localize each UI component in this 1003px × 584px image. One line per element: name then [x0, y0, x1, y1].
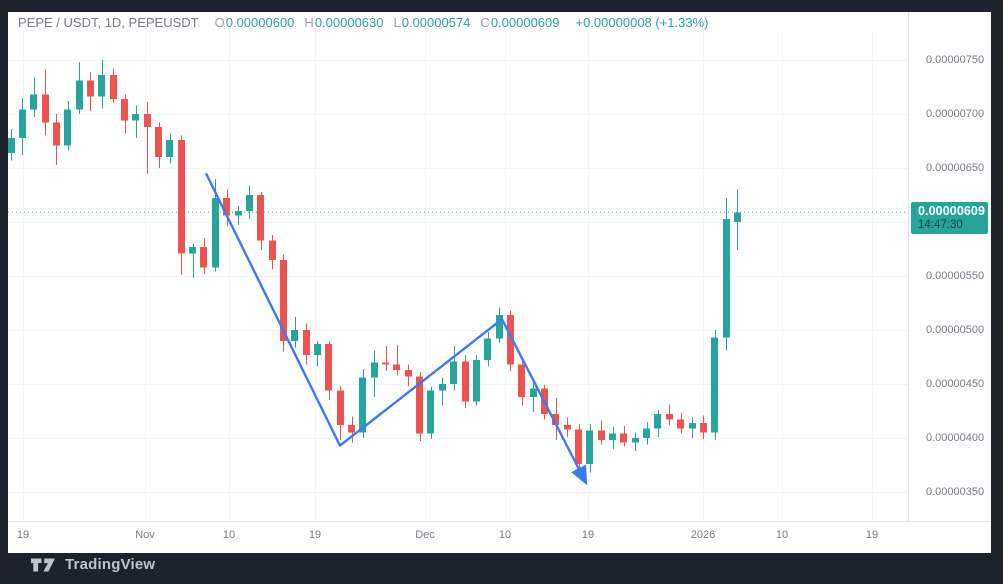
price-axis-label: 0.00000750: [926, 53, 985, 66]
price-axis[interactable]: 0.000007500.000007000.000006500.00000600…: [908, 12, 991, 521]
time-axis-label: 19: [581, 529, 595, 541]
time-axis-label: Dec: [415, 529, 435, 541]
price-change: +0.00000008 (+1.33%): [575, 15, 709, 30]
time-axis-label: Nov: [135, 529, 155, 541]
price-axis-label: 0.00000400: [926, 431, 985, 444]
tradingview-logo-icon: [31, 558, 55, 571]
time-axis-label: 19: [865, 529, 879, 541]
time-axis-label: 10: [498, 529, 512, 541]
time-axis[interactable]: 19 Nov 10 19 Dec 10 19 2026 10 19: [8, 521, 991, 554]
time-axis-label: 19: [308, 529, 322, 541]
price-axis-label: 0.00000450: [926, 377, 985, 390]
tradingview-logo[interactable]: TradingView: [30, 556, 155, 573]
ohlc-item: C0.00000609: [480, 15, 560, 30]
symbol-title[interactable]: PEPE / USDT, 1D, PEPEUSDT: [18, 15, 199, 30]
price-axis-label: 0.00000650: [926, 161, 985, 174]
time-axis-label: 2026: [690, 529, 716, 541]
price-axis-label: 0.00000350: [926, 485, 985, 498]
last-price: 0.00000609: [918, 204, 986, 218]
time-axis-label: 10: [222, 529, 236, 541]
time-axis-label: 10: [775, 529, 789, 541]
ohlc-item: H0.00000630: [304, 15, 384, 30]
price-axis-label: 0.00000500: [926, 323, 985, 336]
tradingview-logo-text: TradingView: [65, 556, 156, 573]
chart-panel[interactable]: 0.000007500.000007000.000006500.00000600…: [8, 12, 991, 553]
symbol-legend[interactable]: PEPE / USDT, 1D, PEPEUSDT O0.00000600 H0.…: [18, 15, 709, 30]
last-price-badge: 0.00000609 14:47:30: [911, 202, 988, 234]
ohlc-item: O0.00000600: [214, 15, 295, 30]
bar-countdown: 14:47:30: [918, 219, 963, 231]
price-axis-label: 0.00000700: [926, 107, 985, 120]
time-axis-label: 19: [16, 529, 30, 541]
ohlc-item: L0.00000574: [393, 15, 471, 30]
ohlc-values: O0.00000600 H0.00000630 L0.00000574 C0.0000…: [215, 15, 560, 30]
price-axis-label: 0.00000550: [926, 269, 985, 282]
